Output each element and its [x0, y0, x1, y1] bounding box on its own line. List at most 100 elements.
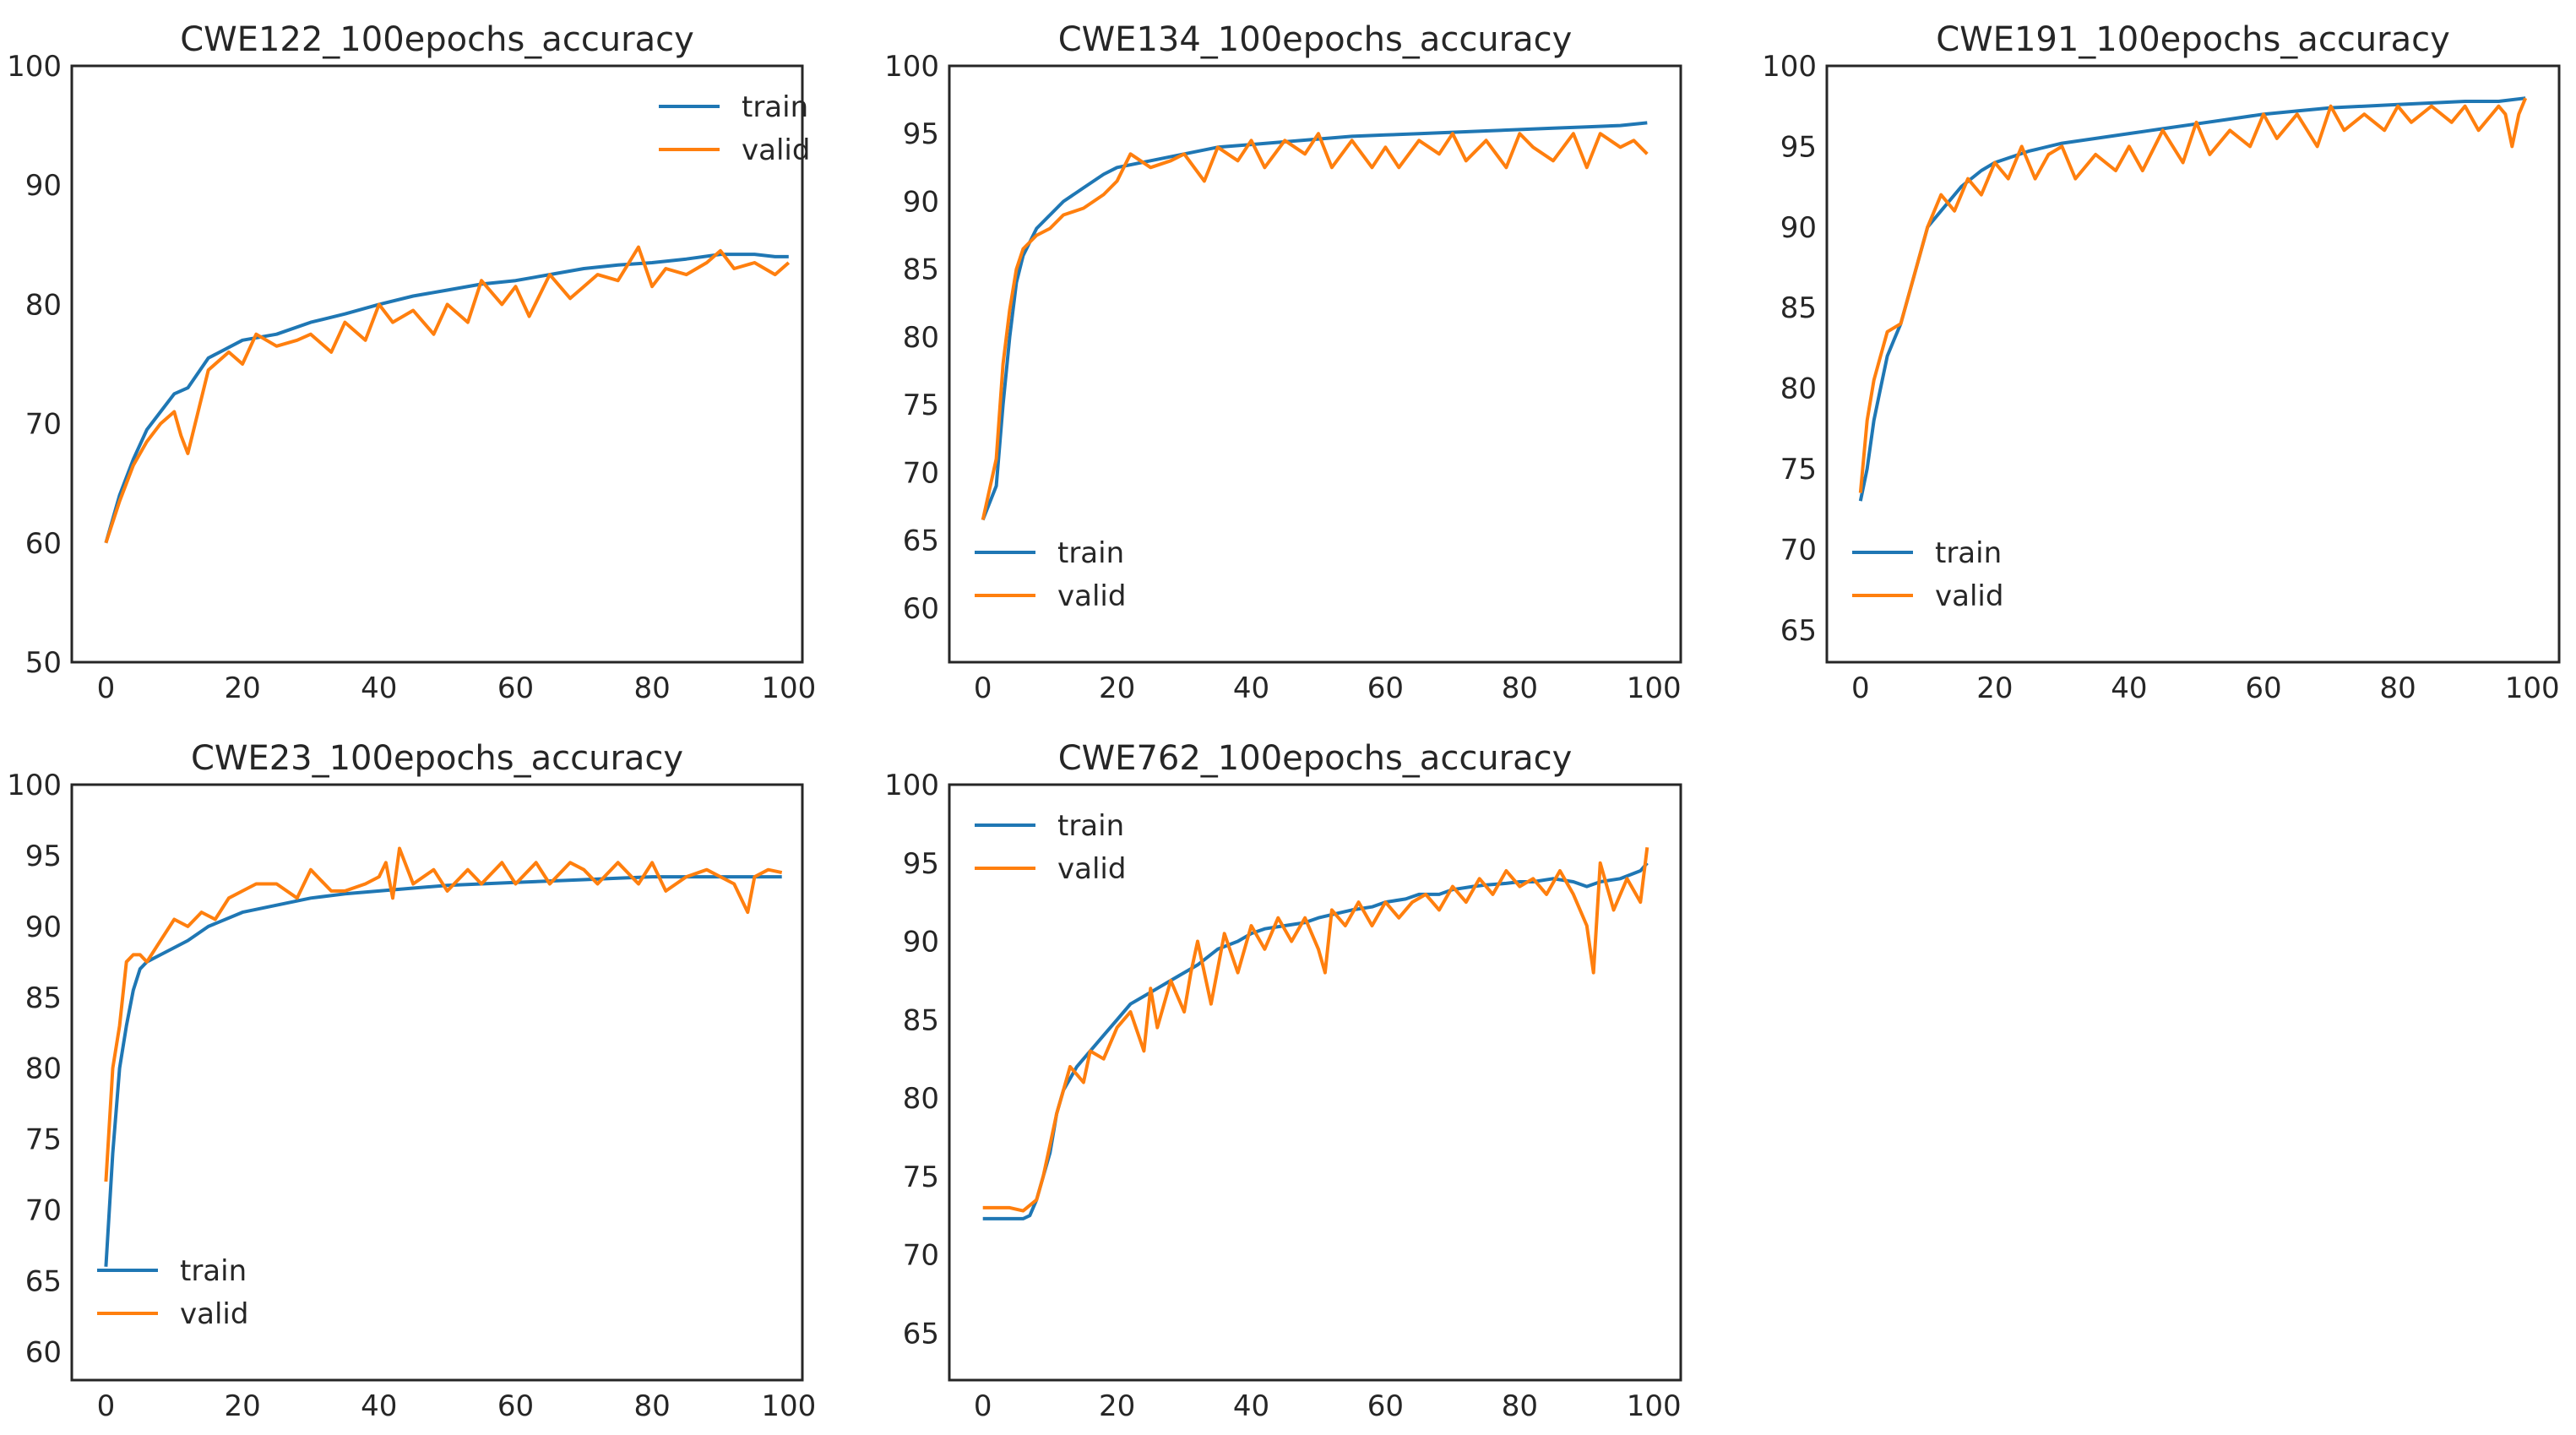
y-tick-label: 75 [1780, 453, 1817, 486]
chart-title: CWE762_100epochs_accuracy [1058, 739, 1573, 778]
x-tick-label: 60 [497, 671, 534, 705]
legend-label-valid: valid [1057, 852, 1126, 886]
y-tick-label: 95 [1780, 130, 1817, 164]
series-line-valid [981, 132, 1649, 520]
x-tick-label: 80 [1502, 1389, 1538, 1423]
legend-label-valid: valid [1057, 579, 1126, 613]
y-tick-label: 60 [25, 527, 62, 561]
legend: train valid [659, 90, 810, 167]
series-line-valid [982, 846, 1649, 1213]
x-tick-label: 0 [1851, 671, 1870, 705]
y-tick-label: 70 [903, 1239, 939, 1273]
y-tick-label: 90 [1780, 211, 1817, 245]
series-line-valid [104, 846, 783, 1182]
x-tick-label: 60 [1367, 1389, 1404, 1423]
y-tick-label: 100 [884, 50, 939, 84]
y-tick-label: 80 [25, 288, 62, 322]
x-tick-label: 80 [2379, 671, 2416, 705]
x-tick-label: 0 [97, 1389, 116, 1423]
series-line-train [981, 121, 1648, 521]
legend-label-train: train [742, 90, 808, 124]
chart-title: CWE122_100epochs_accuracy [180, 20, 694, 59]
legend-label-train: train [1935, 536, 2002, 570]
y-tick-label: 85 [1780, 291, 1817, 325]
y-tick-label: 50 [25, 646, 62, 680]
y-tick-label: 85 [903, 253, 939, 287]
subplot-2: CWE134_100epochs_accuracy 0 20 40 60 80 100 60 6… [884, 20, 1682, 705]
x-tick-label: 100 [2505, 671, 2560, 705]
y-tick-label: 90 [903, 185, 939, 219]
legend-label-train: train [180, 1254, 247, 1288]
y-tick-label: 100 [7, 50, 62, 84]
legend-label-train: train [1057, 809, 1124, 843]
x-tick-label: 80 [1502, 671, 1538, 705]
plot-frame [70, 783, 804, 1382]
x-tick-label: 0 [974, 671, 992, 705]
chart-title: CWE134_100epochs_accuracy [1058, 20, 1573, 59]
y-tick-label: 70 [25, 1194, 62, 1228]
plot-frame [948, 783, 1682, 1382]
y-tick-label: 65 [903, 1317, 939, 1351]
legend-label-valid: valid [180, 1297, 248, 1331]
y-tick-label: 90 [25, 910, 62, 944]
x-tick-label: 60 [497, 1389, 534, 1423]
subplot-1: CWE122_100epochs_accuracy 0 20 40 60 80 100 50 6… [7, 20, 816, 705]
x-tick-label: 40 [1233, 1389, 1269, 1423]
legend-label-valid: valid [742, 133, 810, 167]
y-tick-label: 70 [903, 456, 939, 490]
series-line-valid [1858, 97, 2528, 493]
x-tick-label: 40 [361, 671, 397, 705]
y-tick-label: 95 [25, 840, 62, 873]
legend-label-valid: valid [1935, 579, 2003, 613]
y-tick-label: 100 [884, 769, 939, 802]
y-tick-label: 85 [903, 1003, 939, 1037]
y-tick-label: 95 [903, 847, 939, 881]
y-tick-label: 85 [25, 981, 62, 1015]
x-tick-label: 40 [1233, 671, 1269, 705]
y-tick-label: 60 [903, 592, 939, 626]
series-line-train [104, 875, 782, 1267]
series-line-train [982, 862, 1649, 1220]
y-tick-label: 80 [903, 1082, 939, 1116]
y-tick-label: 100 [1762, 50, 1817, 84]
y-tick-label: 100 [7, 769, 62, 802]
series-line-train [104, 253, 789, 544]
x-tick-label: 0 [974, 1389, 992, 1423]
subplot-4: CWE23_100epochs_accuracy 0 20 40 60 80 100 60 65… [7, 739, 816, 1423]
legend: train valid [975, 809, 1126, 886]
y-tick-label: 70 [25, 408, 62, 442]
x-tick-label: 20 [1976, 671, 2013, 705]
y-tick-label: 65 [903, 525, 939, 558]
x-tick-label: 60 [2245, 671, 2281, 705]
subplot-5: CWE762_100epochs_accuracy 0 20 40 60 80 100 65 7… [884, 739, 1682, 1423]
y-tick-label: 80 [903, 321, 939, 355]
legend: train valid [97, 1254, 248, 1331]
y-tick-label: 70 [1780, 533, 1817, 567]
x-tick-label: 20 [1099, 671, 1135, 705]
legend: train valid [1852, 536, 2003, 613]
y-tick-label: 90 [903, 926, 939, 959]
x-tick-label: 100 [761, 1389, 816, 1423]
y-tick-label: 60 [25, 1335, 62, 1369]
chart-title: CWE191_100epochs_accuracy [1936, 20, 2450, 59]
x-tick-label: 60 [1367, 671, 1404, 705]
x-tick-label: 20 [224, 1389, 260, 1423]
plot-frame [70, 64, 804, 664]
y-tick-label: 90 [25, 169, 62, 203]
y-tick-label: 80 [1780, 372, 1817, 406]
chart-title: CWE23_100epochs_accuracy [191, 739, 683, 778]
x-tick-label: 80 [634, 1389, 671, 1423]
x-tick-label: 100 [1627, 1389, 1682, 1423]
x-tick-label: 80 [634, 671, 671, 705]
y-tick-label: 65 [25, 1265, 62, 1299]
y-tick-label: 80 [25, 1052, 62, 1086]
subplot-3: CWE191_100epochs_accuracy 0 20 40 60 80 100 65 7… [1762, 20, 2561, 705]
y-tick-label: 75 [903, 389, 939, 422]
x-tick-label: 40 [2111, 671, 2147, 705]
x-tick-label: 100 [1627, 671, 1682, 705]
plot-frame [1825, 64, 2561, 664]
y-tick-label: 75 [903, 1161, 939, 1194]
x-tick-label: 100 [761, 671, 816, 705]
plot-frame [948, 64, 1682, 664]
